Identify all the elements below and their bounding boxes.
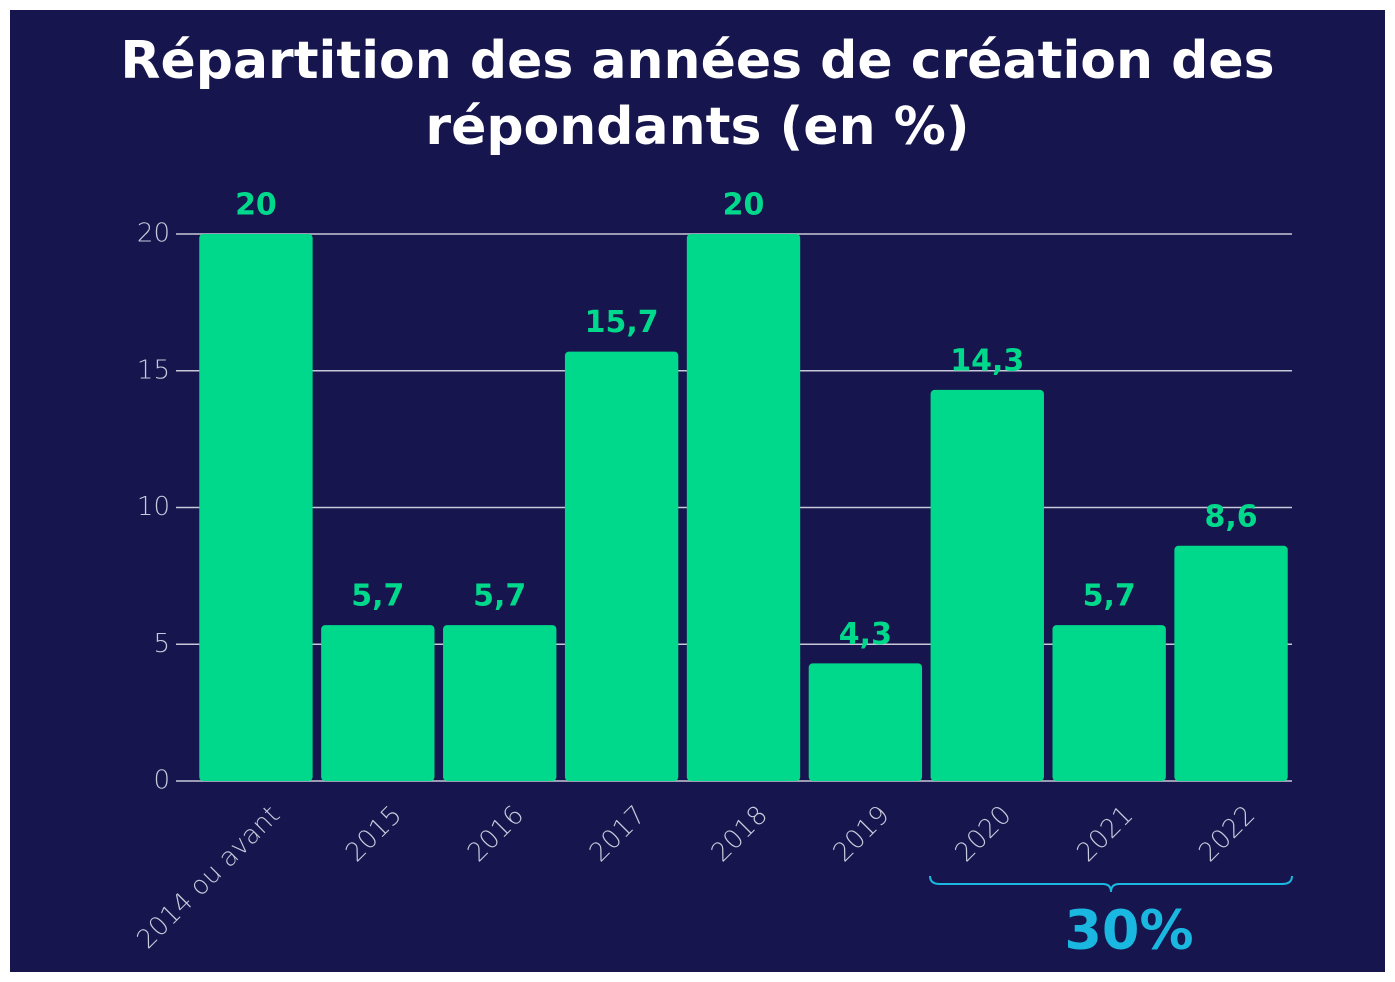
chart-title: Répartition des années de création des r… <box>120 31 1275 157</box>
bar <box>686 234 801 781</box>
x-tick-label: 2020 <box>950 800 1018 868</box>
bar <box>564 351 679 781</box>
y-tick-label: 15 <box>137 355 170 385</box>
x-tick-label: 2016 <box>462 800 530 868</box>
value-label: 20 <box>235 188 277 223</box>
bar <box>199 234 313 781</box>
y-tick-label: 10 <box>137 492 170 522</box>
x-tick-label: 2019 <box>828 800 896 868</box>
y-tick-label: 0 <box>153 766 170 796</box>
x-tick-label: 2017 <box>584 800 652 868</box>
x-tick-label: 2022 <box>1193 800 1261 868</box>
value-label: 5,7 <box>351 579 404 614</box>
bar <box>1174 545 1288 781</box>
value-label: 4,3 <box>839 617 892 652</box>
value-label: 15,7 <box>585 305 659 340</box>
y-tick-label: 20 <box>137 219 170 249</box>
value-label: 5,7 <box>1083 579 1136 614</box>
bar <box>321 625 435 781</box>
x-tick-label: 2018 <box>706 800 774 868</box>
x-tick-label: 2015 <box>340 800 408 868</box>
x-tick-label: 2021 <box>1071 800 1139 868</box>
value-label: 14,3 <box>950 343 1024 378</box>
value-label: 5,7 <box>473 579 526 614</box>
brace <box>928 875 1293 893</box>
bar <box>443 625 557 781</box>
bar <box>930 389 1044 781</box>
value-label: 20 <box>723 188 765 223</box>
annotation: 30% <box>1064 899 1193 962</box>
x-tick-label: 2014 ou avant <box>131 800 286 955</box>
y-tick-label: 5 <box>153 629 170 659</box>
bar <box>808 663 923 781</box>
value-label: 8,6 <box>1204 499 1257 534</box>
bar <box>1052 625 1166 781</box>
